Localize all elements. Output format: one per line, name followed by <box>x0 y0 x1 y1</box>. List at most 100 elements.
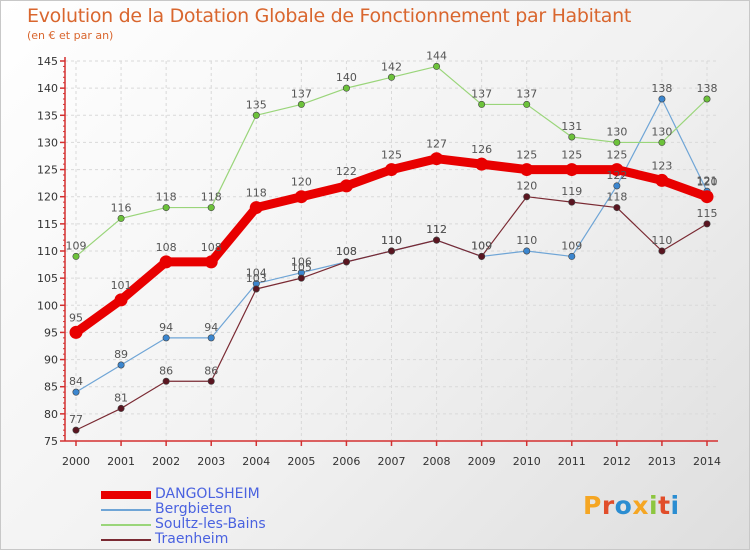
data-point <box>565 163 579 177</box>
y-tick-label: 110 <box>37 245 58 258</box>
data-point <box>117 214 125 222</box>
data-label: 110 <box>381 234 402 247</box>
data-point <box>294 190 308 204</box>
axes: 75 80 85 90 95 100 105 110 115 120 125 130 135 140 145… <box>37 55 721 468</box>
data-label: 103 <box>246 272 267 285</box>
data-label: 126 <box>471 143 492 156</box>
data-point <box>387 73 395 81</box>
data-point <box>342 258 350 266</box>
x-tick-label: 2014 <box>693 455 721 468</box>
x-tick-label: 2003 <box>197 455 225 468</box>
data-label: 101 <box>111 279 132 292</box>
data-point <box>523 193 531 201</box>
data-point <box>523 247 531 255</box>
data-point <box>658 138 666 146</box>
data-point <box>523 100 531 108</box>
proxiti-logo: Proxiti <box>583 491 680 520</box>
data-label: 125 <box>516 149 537 162</box>
data-label: 119 <box>561 185 582 198</box>
data-label: 86 <box>159 364 173 377</box>
logo-letter: x <box>632 491 649 520</box>
data-label: 109 <box>561 239 582 252</box>
data-point <box>613 204 621 212</box>
data-point <box>610 163 624 177</box>
legend-item: Bergbieten <box>101 502 266 517</box>
y-tick-label: 75 <box>44 435 58 448</box>
data-point <box>658 247 666 255</box>
data-point <box>655 173 669 187</box>
data-label: 108 <box>156 241 177 254</box>
data-point <box>297 274 305 282</box>
logo-letter: o <box>614 491 633 520</box>
logo-letter: i <box>670 491 680 520</box>
logo-letter: r <box>601 491 615 520</box>
data-label: 130 <box>651 125 672 138</box>
data-label: 118 <box>606 191 627 204</box>
x-tick-label: 2010 <box>513 455 541 468</box>
x-tick-label: 2009 <box>468 455 496 468</box>
data-label: 120 <box>516 180 537 193</box>
data-point <box>297 100 305 108</box>
y-tick-label: 135 <box>37 109 58 122</box>
data-point <box>613 182 621 190</box>
x-tick-label: 2013 <box>648 455 676 468</box>
data-label: 123 <box>651 159 672 172</box>
y-tick-label: 125 <box>37 164 58 177</box>
data-point <box>249 201 263 215</box>
chart-subtitle: (en € et par an) <box>27 29 114 42</box>
legend-item: Soultz-les-Bains <box>101 517 266 532</box>
data-label: 140 <box>336 71 357 84</box>
data-point <box>72 388 80 396</box>
data-point <box>72 252 80 260</box>
data-label: 95 <box>69 311 83 324</box>
legend-swatch <box>101 538 151 541</box>
x-tick-label: 2002 <box>152 455 180 468</box>
data-point <box>478 100 486 108</box>
data-label: 110 <box>651 234 672 247</box>
y-tick-label: 95 <box>44 326 58 339</box>
data-point <box>568 252 576 260</box>
legend-label: DANGOLSHEIM <box>155 486 260 502</box>
x-tick-label: 2006 <box>332 455 360 468</box>
data-point <box>568 133 576 141</box>
data-point <box>342 84 350 92</box>
data-label: 109 <box>66 239 87 252</box>
data-point <box>207 334 215 342</box>
legend-label: Traenheim <box>155 531 229 547</box>
data-label: 125 <box>606 149 627 162</box>
data-label: 94 <box>159 321 173 334</box>
legend-label: Bergbieten <box>155 501 232 517</box>
data-point <box>252 285 260 293</box>
series-lines <box>69 62 714 434</box>
data-label: 116 <box>111 201 132 214</box>
data-point <box>478 252 486 260</box>
y-tick-label: 90 <box>44 354 58 367</box>
data-label: 137 <box>516 87 537 100</box>
data-point <box>207 377 215 385</box>
x-tick-label: 2008 <box>423 455 451 468</box>
data-point <box>72 426 80 434</box>
data-point <box>162 204 170 212</box>
data-label: 131 <box>561 120 582 133</box>
data-label: 89 <box>114 348 128 361</box>
legend-item: DANGOLSHEIM <box>101 487 266 502</box>
data-point <box>162 377 170 385</box>
data-point <box>204 255 218 269</box>
grid-lines <box>65 60 718 442</box>
data-label: 137 <box>291 87 312 100</box>
y-tick-label: 145 <box>37 55 58 68</box>
data-label: 137 <box>471 87 492 100</box>
data-label: 108 <box>336 245 357 258</box>
legend-item: Traenheim <box>101 532 266 547</box>
data-point <box>387 247 395 255</box>
data-label: 104 <box>246 267 267 280</box>
y-tick-label: 100 <box>37 299 58 312</box>
x-tick-label: 2005 <box>287 455 315 468</box>
data-label: 108 <box>336 245 357 258</box>
data-label: 84 <box>69 375 83 388</box>
data-label: 106 <box>291 256 312 269</box>
logo-letter: P <box>583 491 602 520</box>
x-tick-label: 2007 <box>378 455 406 468</box>
x-tick-label: 2011 <box>558 455 586 468</box>
